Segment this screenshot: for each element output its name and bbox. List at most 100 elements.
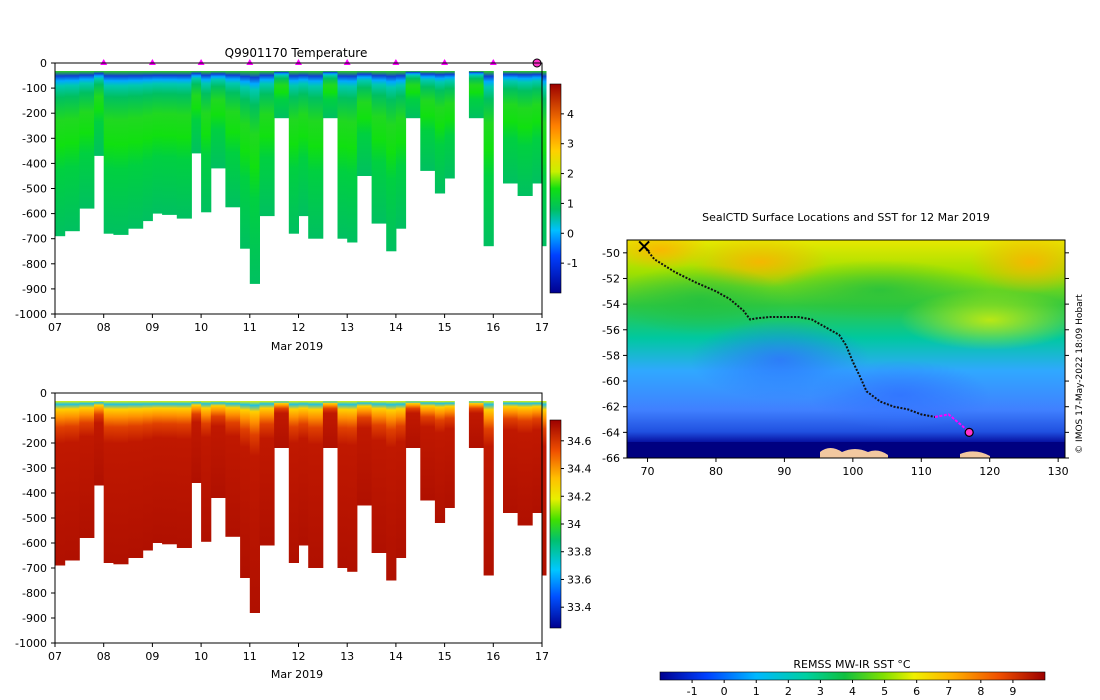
map-y-tick-label: -56 bbox=[602, 324, 620, 337]
salinity-colorbar-tick-label: 34.6 bbox=[567, 435, 592, 448]
sst-colorbar-tick-label: 6 bbox=[913, 685, 920, 698]
salinity-colorbar-ticks: 33.4 33.6 33.8 34 34.2 34.4 34.6 bbox=[561, 435, 592, 614]
temperature-profile bbox=[162, 71, 178, 215]
temperature-y-axis: 0 -100 -200 -300 -400 -500 -600 -700 -800 -900 -10… bbox=[15, 57, 55, 321]
temperature-x-tick-label: 17 bbox=[535, 321, 549, 334]
salinity-y-tick-label: -400 bbox=[22, 487, 47, 500]
salinity-profile bbox=[201, 401, 212, 542]
salinity-profile bbox=[210, 401, 226, 498]
salinity-profile bbox=[308, 401, 324, 568]
salinity-profile bbox=[532, 401, 543, 513]
surface-marker bbox=[100, 59, 108, 65]
salinity-x-tick-label: 10 bbox=[194, 650, 208, 663]
map-credit: © IMOS 17-May-2022 18:09 Hobart bbox=[1075, 294, 1085, 454]
temperature-y-tick-label: -700 bbox=[22, 233, 47, 246]
salinity-x-tick-label: 11 bbox=[243, 650, 257, 663]
salinity-x-tick-label: 12 bbox=[292, 650, 306, 663]
salinity-profile bbox=[152, 401, 163, 543]
temperature-profile bbox=[395, 71, 407, 229]
track-start-marker bbox=[638, 240, 650, 253]
salinity-profile bbox=[191, 401, 202, 483]
surface-marker bbox=[392, 59, 400, 65]
surface-marker bbox=[489, 59, 497, 65]
salinity-profile bbox=[128, 401, 144, 558]
salinity-colorbar-tick-label: 33.6 bbox=[567, 573, 592, 586]
salinity-profile bbox=[298, 401, 309, 546]
salinity-x-tick-label: 14 bbox=[389, 650, 403, 663]
temperature-colorbar-tick-label: 4 bbox=[567, 108, 574, 121]
salinity-profile bbox=[113, 401, 129, 565]
temperature-profiles bbox=[55, 71, 547, 284]
salinity-section-chart: 07 08 09 10 11 12 13 14 15 16 17 0 -100 -200 -300 -400… bbox=[15, 387, 591, 681]
salinity-profile bbox=[94, 401, 105, 486]
sst-colorbar-tick-label: 4 bbox=[849, 685, 856, 698]
temperature-y-tick-label: -500 bbox=[22, 183, 47, 196]
temperature-profile bbox=[347, 71, 358, 243]
sst-colorbar-tick-label: 2 bbox=[785, 685, 792, 698]
salinity-y-tick-label: -1000 bbox=[15, 637, 47, 650]
salinity-profile bbox=[517, 401, 533, 526]
map-x-tick-label: 100 bbox=[842, 465, 863, 478]
temperature-profile bbox=[420, 71, 436, 171]
salinity-y-tick-label: -600 bbox=[22, 537, 47, 550]
salinity-x-tick-label: 13 bbox=[340, 650, 354, 663]
temperature-x-tick-label: 11 bbox=[243, 321, 257, 334]
temperature-y-tick-label: -900 bbox=[22, 283, 47, 296]
salinity-x-tick-label: 17 bbox=[535, 650, 549, 663]
temperature-colorbar-tick-label: 2 bbox=[567, 168, 574, 181]
map-x-tick-label: 80 bbox=[709, 465, 723, 478]
salinity-colorbar-tick-label: 34.4 bbox=[567, 463, 592, 476]
temperature-y-tick-label: 0 bbox=[40, 57, 47, 70]
salinity-profile bbox=[542, 401, 547, 576]
temperature-profile bbox=[225, 71, 241, 208]
salinity-colorbar-tick-label: 33.8 bbox=[567, 546, 592, 559]
temperature-profile bbox=[94, 71, 105, 156]
map-latitude-axis: -50 -52 -54 -56 -58 -60 -62 -64 -66 bbox=[602, 247, 1069, 465]
temperature-colorbar bbox=[549, 83, 562, 294]
salinity-y-tick-label: -200 bbox=[22, 437, 47, 450]
temperature-y-tick-label: -300 bbox=[22, 132, 47, 145]
temperature-profile bbox=[191, 71, 202, 154]
map-frame bbox=[626, 239, 1066, 459]
surface-marker bbox=[441, 59, 449, 65]
salinity-profile bbox=[64, 401, 80, 561]
temperature-profile bbox=[64, 71, 80, 232]
temperature-colorbar-ticks: -1 0 1 2 3 4 bbox=[561, 108, 578, 270]
temperature-profile bbox=[405, 71, 421, 119]
temperature-colorbar-tick-label: 3 bbox=[567, 138, 574, 151]
temperature-profile bbox=[259, 71, 275, 217]
map-x-tick-label: 130 bbox=[1048, 465, 1069, 478]
temperature-profile bbox=[201, 71, 212, 213]
salinity-y-tick-label: -700 bbox=[22, 562, 47, 575]
temperature-x-tick-label: 12 bbox=[292, 321, 306, 334]
salinity-profile bbox=[371, 401, 387, 553]
map-longitude-axis: 70 80 90 100 110 120 130 bbox=[641, 458, 1069, 478]
sst-colorbar-tick-label: 0 bbox=[721, 685, 728, 698]
temperature-x-tick-label: 16 bbox=[486, 321, 500, 334]
map-y-tick-label: -50 bbox=[602, 247, 620, 260]
sst-colorbar-tick-label: 5 bbox=[881, 685, 888, 698]
temperature-x-tick-label: 08 bbox=[97, 321, 111, 334]
map-x-tick-label: 120 bbox=[979, 465, 1000, 478]
temperature-profile bbox=[322, 71, 338, 119]
salinity-profile bbox=[444, 401, 455, 508]
salinity-profile bbox=[420, 401, 436, 501]
surface-marker bbox=[148, 59, 156, 65]
salinity-profile bbox=[468, 401, 484, 448]
sst-colorbar bbox=[659, 671, 1046, 681]
salinity-profile bbox=[274, 401, 290, 448]
salinity-x-tick-label: 15 bbox=[438, 650, 452, 663]
salinity-profile bbox=[503, 401, 519, 513]
temperature-colorbar-tick-label: 0 bbox=[567, 227, 574, 240]
map-y-tick-label: -60 bbox=[602, 375, 620, 388]
map-y-tick-label: -64 bbox=[602, 426, 620, 439]
track-line bbox=[643, 245, 936, 418]
salinity-x-tick-label: 16 bbox=[486, 650, 500, 663]
salinity-x-axis: 07 08 09 10 11 12 13 14 15 16 17 bbox=[48, 643, 549, 663]
salinity-colorbar-tick-label: 34.2 bbox=[567, 490, 592, 503]
temperature-profile bbox=[288, 71, 299, 234]
map-x-tick-label: 90 bbox=[777, 465, 791, 478]
temperature-x-axis: 07 08 09 10 11 12 13 14 15 16 17 bbox=[48, 314, 549, 334]
salinity-profile bbox=[259, 401, 275, 546]
salinity-profile bbox=[142, 401, 153, 551]
